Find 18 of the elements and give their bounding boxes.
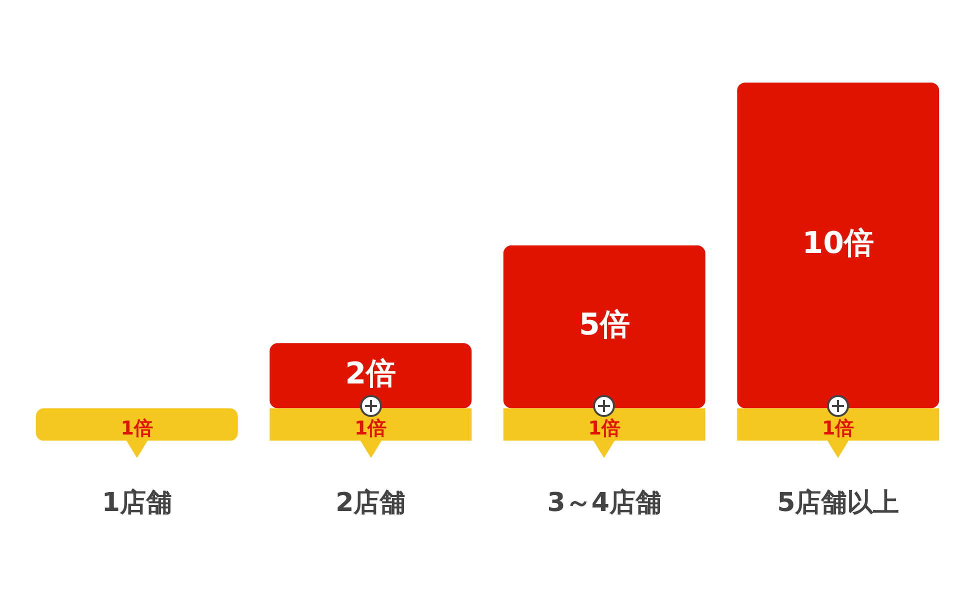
data-label: 1倍 xyxy=(822,417,854,440)
bar xyxy=(503,245,706,408)
x-tick-label: 3～4店舗 xyxy=(547,488,662,518)
data-label: 1倍 xyxy=(588,417,620,440)
x-tick-label: 2店舗 xyxy=(336,488,406,518)
data-label: 1倍 xyxy=(354,417,387,440)
data-label: 5倍 xyxy=(578,308,630,343)
x-tick-label: 1店舗 xyxy=(102,488,172,518)
data-label: 1倍 xyxy=(120,417,153,440)
bar xyxy=(737,82,940,408)
bar xyxy=(503,408,706,441)
bar xyxy=(270,343,472,408)
bar xyxy=(737,408,940,441)
data-label: 2倍 xyxy=(345,356,396,392)
bar xyxy=(36,408,238,441)
data-label: 10倍 xyxy=(802,226,874,262)
bar xyxy=(270,408,472,441)
x-tick-label: 5店舗以上 xyxy=(777,488,900,518)
